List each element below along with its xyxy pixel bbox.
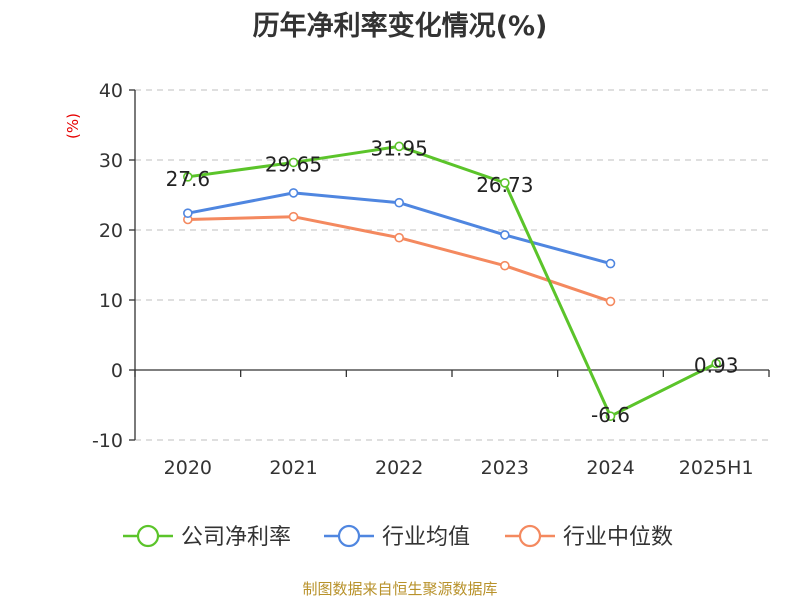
source-footer: 制图数据来自恒生聚源数据库: [302, 580, 498, 598]
data-point-2: [500, 260, 510, 271]
y-tick-label: 20: [99, 220, 123, 242]
y-tick-label: 10: [99, 290, 123, 312]
data-label: 31.95: [371, 136, 428, 160]
x-tick-label: 2025H1: [679, 457, 754, 479]
data-point-1: [394, 197, 404, 208]
data-point-1: [183, 208, 193, 218]
y-tick-label: 0: [111, 360, 123, 382]
data-point-0: [711, 358, 721, 369]
x-tick-label: 2020: [164, 457, 212, 479]
data-point-1: [288, 188, 299, 198]
x-tick-label: 2022: [375, 457, 423, 479]
series-lines: [183, 141, 721, 422]
data-point-2: [605, 296, 616, 307]
data-label: 29.65: [265, 152, 322, 176]
data-point-0: [500, 178, 510, 188]
axes: -10 0 10 20 30 40 2020 2021 2022 2023 2024 2025H1 (%…: [64, 80, 770, 479]
data-point-0: [183, 172, 193, 182]
legend-label-0: 公司净利率: [181, 525, 291, 550]
x-tick-label: 2023: [481, 457, 529, 479]
data-point-0: [288, 157, 299, 168]
data-point-1: [500, 230, 510, 240]
legend: 公司净利率 行业均值 行业中位数: [123, 524, 673, 550]
y-axis-title: (%): [64, 113, 82, 139]
legend-marker-1: [337, 524, 361, 548]
x-tick-label: 2021: [269, 457, 317, 479]
data-point-0: [394, 141, 404, 152]
y-tick-label: 40: [99, 80, 123, 102]
grid-lines: [135, 89, 769, 441]
data-point-0: [605, 411, 616, 422]
x-tick-label: 2024: [586, 457, 634, 479]
legend-label-1: 行业均值: [382, 525, 470, 550]
data-label: -6.6: [591, 403, 630, 427]
legend-marker-0: [136, 524, 160, 548]
data-labels: 27.6 29.65 31.95 26.73 -6.6 0.93: [166, 136, 739, 427]
data-label: 0.93: [694, 353, 739, 377]
y-tick-label: -10: [92, 430, 123, 452]
series-line-0: [187, 144, 717, 418]
data-label: 27.6: [166, 167, 211, 191]
chart-title: 历年净利率变化情况(%): [252, 11, 548, 42]
legend-label-2: 行业中位数: [563, 525, 673, 550]
data-point-1: [605, 258, 616, 269]
data-label: 26.73: [476, 173, 533, 197]
data-point-2: [288, 211, 299, 222]
y-tick-label: 30: [99, 150, 123, 172]
data-point-2: [394, 232, 404, 243]
legend-marker-2: [518, 524, 542, 548]
